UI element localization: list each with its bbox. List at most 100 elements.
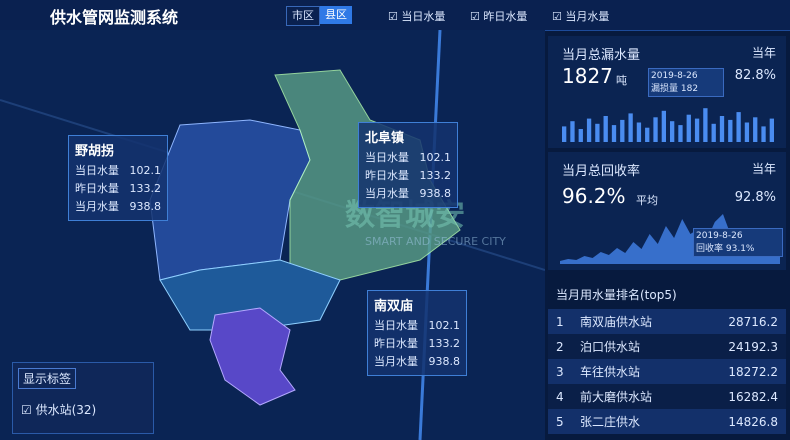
header: 供水管网监测系统 市区 县区 ☑ 当日水量 ☑ 昨日水量 ☑ 当月水量 [0, 0, 790, 31]
tooltip-value: 93.1% [725, 244, 755, 254]
row-value: 102.1 [129, 164, 162, 177]
tooltip-date: 2019-8-26 [696, 231, 743, 241]
legend-label: 供水站(32) [35, 403, 97, 417]
tooltip: 2019-8-26 漏损量 182 [648, 68, 724, 97]
year-label: 当年 [751, 46, 776, 60]
row-value: 102.1 [428, 319, 461, 332]
row-label: 当日水量 [75, 164, 119, 177]
station: 车往供水站 [580, 365, 641, 379]
row-value: 133.2 [129, 182, 162, 195]
region [159, 259, 341, 331]
title: 供水管网监测系统 [50, 8, 179, 27]
ranking-row: 3 车往供水站 18272.2 [548, 359, 786, 384]
bar [578, 129, 583, 142]
avg: 平均 [636, 194, 658, 207]
row-label: 当月水量 [365, 187, 409, 200]
bar [703, 108, 708, 142]
legend-item[interactable]: ☑ 供水站(32) [21, 403, 97, 417]
popup: 北阜镇当日水量 102.1 昨日水量 133.2 当月水量 938.8 [358, 122, 458, 208]
bar [603, 116, 608, 142]
bar [645, 127, 650, 142]
popup-title: 北阜镇 [365, 131, 405, 146]
checkbox[interactable]: ☑ 昨日水量 [470, 10, 528, 23]
bar [570, 121, 575, 142]
bar [670, 121, 675, 142]
bar [711, 123, 716, 142]
popup-row: 昨日水量 133.2 [374, 335, 460, 353]
leak-title: 当月总漏水量 [562, 48, 641, 63]
bar [636, 122, 642, 142]
popup-row: 当日水量 102.1 [374, 317, 460, 335]
legend-title: 显示标签 [18, 368, 77, 389]
ranking-panel: 当月用水量排名(top5) 1 南双庙供水站 28716.2 2 泊口供水站 24192.… [548, 280, 786, 440]
ranking-title: 当月用水量排名(top5) [556, 288, 677, 302]
station: 泊口供水站 [580, 340, 641, 354]
volume: 18272.2 [728, 364, 778, 379]
popup: 南双庙当日水量 102.1 昨日水量 133.2 当月水量 938.8 [367, 290, 467, 376]
unit: 吨 [616, 74, 627, 87]
tooltip-value: 182 [680, 84, 699, 94]
tooltip-label: 回收率 [696, 244, 724, 254]
rank: 4 [556, 389, 564, 404]
station: 前大磨供水站 [580, 390, 653, 404]
bar [595, 123, 600, 142]
popup-row: 昨日水量 133.2 [365, 167, 451, 185]
bar-chart [562, 108, 774, 142]
rank: 3 [556, 364, 564, 379]
popup: 野胡拐当日水量 102.1 昨日水量 133.2 当月水量 938.8 [68, 135, 168, 221]
region [209, 307, 296, 406]
row-value: 938.8 [129, 200, 162, 213]
watermark-en: SMART AND SECURE CITY [365, 235, 506, 248]
checkbox-label: 当月水量 [565, 10, 610, 23]
bar [653, 117, 658, 142]
bar [719, 116, 725, 142]
popup-row: 当日水量 102.1 [75, 162, 161, 180]
row-value: 133.2 [428, 337, 461, 350]
volume: 28716.2 [728, 314, 778, 329]
bar [586, 118, 592, 142]
row-label: 昨日水量 [365, 169, 409, 182]
leak-panel: 当月总漏水量 当年 1827 吨 82.8% 2019-8-26 漏损量 182 [548, 36, 786, 148]
popup-row: 当月水量 938.8 [374, 353, 460, 371]
percent: 92.8% [734, 190, 776, 205]
row-label: 当日水量 [374, 319, 418, 332]
rank: 5 [556, 414, 564, 429]
bar [753, 117, 758, 142]
checkbox[interactable]: ☑ 当月水量 [552, 10, 610, 23]
volume: 16282.4 [728, 389, 778, 404]
row-label: 当月水量 [374, 355, 418, 368]
row-label: 昨日水量 [374, 337, 418, 350]
bar [744, 122, 750, 142]
popup-row: 当月水量 938.8 [365, 185, 451, 203]
tooltip-date: 2019-8-26 [651, 71, 698, 81]
row-label: 当月水量 [75, 200, 119, 213]
bar [628, 113, 633, 142]
tab[interactable]: 市区 [286, 6, 320, 26]
row-value: 133.2 [419, 169, 452, 182]
bar [761, 126, 766, 142]
rank: 2 [556, 339, 564, 354]
recovery-title: 当月总回收率 [562, 164, 641, 179]
bar [562, 126, 567, 142]
checkbox[interactable]: ☑ 当日水量 [388, 10, 446, 23]
popup-title: 野胡拐 [75, 144, 115, 159]
popup-row: 当日水量 102.1 [365, 149, 451, 167]
popup-row: 昨日水量 133.2 [75, 180, 161, 198]
recovery-panel: 当月总回收率 当年 96.2% 平均 92.8% 2019-8-26 回收率 93… [548, 152, 786, 270]
bar [611, 125, 617, 142]
rank: 1 [556, 314, 564, 329]
legend: 显示标签 ☑ 供水站(32) [12, 362, 154, 434]
bar [620, 119, 625, 142]
ranking-row: 4 前大磨供水站 16282.4 [548, 384, 786, 409]
tab[interactable]: 县区 [320, 6, 352, 24]
ranking-row: 1 南双庙供水站 28716.2 [548, 309, 786, 334]
leak-value: 1827 [562, 64, 613, 88]
ranking-row: 5 张二庄供水 14826.8 [548, 409, 786, 434]
row-label: 当日水量 [365, 151, 409, 164]
bar [661, 110, 666, 142]
popup-title: 南双庙 [374, 299, 414, 314]
row-value: 938.8 [419, 187, 452, 200]
bar [769, 118, 774, 142]
volume: 14826.8 [728, 414, 778, 429]
